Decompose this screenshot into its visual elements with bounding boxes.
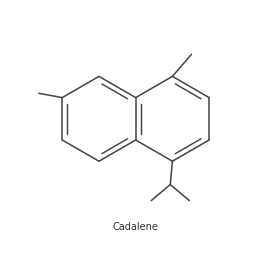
Text: Cadalene: Cadalene (113, 222, 159, 232)
